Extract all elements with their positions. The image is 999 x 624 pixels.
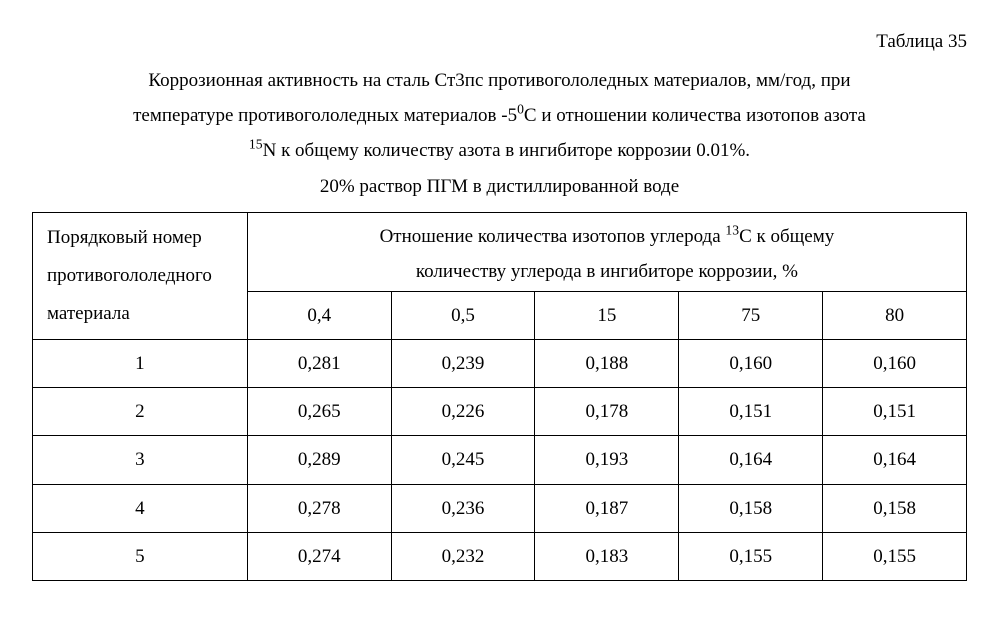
table-row: 40,2780,2360,1870,1580,158 — [33, 484, 967, 532]
table-row: 30,2890,2450,1930,1640,164 — [33, 436, 967, 484]
table-caption: Коррозионная активность на сталь Ст3пс п… — [40, 63, 959, 204]
row-header-l2: противогололедного — [47, 265, 212, 286]
data-cell: 0,160 — [679, 340, 823, 388]
caption-line-4: 20% раствор ПГМ в дистиллированной воде — [40, 169, 959, 204]
data-cell: 0,289 — [247, 436, 391, 484]
data-table: Порядковый номер противогололедного мате… — [32, 212, 967, 581]
table-body: 10,2810,2390,1880,1600,16020,2650,2260,1… — [33, 340, 967, 581]
caption-line-3-sup: 15 — [249, 137, 263, 152]
data-cell: 0,183 — [535, 532, 679, 580]
table-number-label: Таблица 35 — [32, 24, 967, 59]
data-cell: 0,187 — [535, 484, 679, 532]
table-row: 50,2740,2320,1830,1550,155 — [33, 532, 967, 580]
colgroup-l1-sup: 13 — [725, 222, 739, 237]
data-cell: 0,160 — [823, 340, 967, 388]
caption-line-2-sup: 0 — [517, 102, 524, 117]
caption-line-1: Коррозионная активность на сталь Ст3пс п… — [40, 63, 959, 98]
table-row: 10,2810,2390,1880,1600,160 — [33, 340, 967, 388]
colgroup-l1-post: С к общему — [739, 226, 834, 247]
caption-line-3: 15N к общему количеству азота в ингибито… — [40, 133, 959, 168]
column-header: 0,5 — [391, 291, 535, 339]
data-cell: 0,278 — [247, 484, 391, 532]
row-number-cell: 4 — [33, 484, 248, 532]
caption-line-3-post: N к общему количеству азота в ингибиторе… — [263, 140, 750, 161]
row-number-cell: 2 — [33, 388, 248, 436]
row-number-cell: 5 — [33, 532, 248, 580]
row-header-l1: Порядковый номер — [47, 227, 202, 248]
data-cell: 0,158 — [679, 484, 823, 532]
data-cell: 0,239 — [391, 340, 535, 388]
row-number-cell: 3 — [33, 436, 248, 484]
colgroup-l1-pre: Отношение количества изотопов углерода — [380, 226, 726, 247]
colgroup-l2: количеству углерода в ингибиторе коррози… — [416, 261, 798, 282]
column-header: 80 — [823, 291, 967, 339]
caption-line-2-post: С и отношении количества изотопов азота — [524, 105, 866, 126]
row-number-cell: 1 — [33, 340, 248, 388]
data-cell: 0,155 — [823, 532, 967, 580]
data-cell: 0,151 — [823, 388, 967, 436]
data-cell: 0,188 — [535, 340, 679, 388]
data-cell: 0,151 — [679, 388, 823, 436]
data-cell: 0,274 — [247, 532, 391, 580]
data-cell: 0,164 — [679, 436, 823, 484]
column-group-header: Отношение количества изотопов углерода 1… — [247, 212, 966, 291]
data-cell: 0,178 — [535, 388, 679, 436]
data-cell: 0,245 — [391, 436, 535, 484]
caption-line-2: температуре противогололедных материалов… — [40, 98, 959, 133]
data-cell: 0,155 — [679, 532, 823, 580]
data-cell: 0,164 — [823, 436, 967, 484]
data-cell: 0,158 — [823, 484, 967, 532]
column-header: 15 — [535, 291, 679, 339]
data-cell: 0,232 — [391, 532, 535, 580]
caption-line-2-pre: температуре противогололедных материалов… — [133, 105, 517, 126]
data-cell: 0,193 — [535, 436, 679, 484]
row-header-l3: материала — [47, 303, 130, 324]
row-header-cell: Порядковый номер противогололедного мате… — [33, 212, 248, 339]
column-header: 75 — [679, 291, 823, 339]
data-cell: 0,281 — [247, 340, 391, 388]
column-header: 0,4 — [247, 291, 391, 339]
data-cell: 0,236 — [391, 484, 535, 532]
data-cell: 0,265 — [247, 388, 391, 436]
table-row: 20,2650,2260,1780,1510,151 — [33, 388, 967, 436]
data-cell: 0,226 — [391, 388, 535, 436]
